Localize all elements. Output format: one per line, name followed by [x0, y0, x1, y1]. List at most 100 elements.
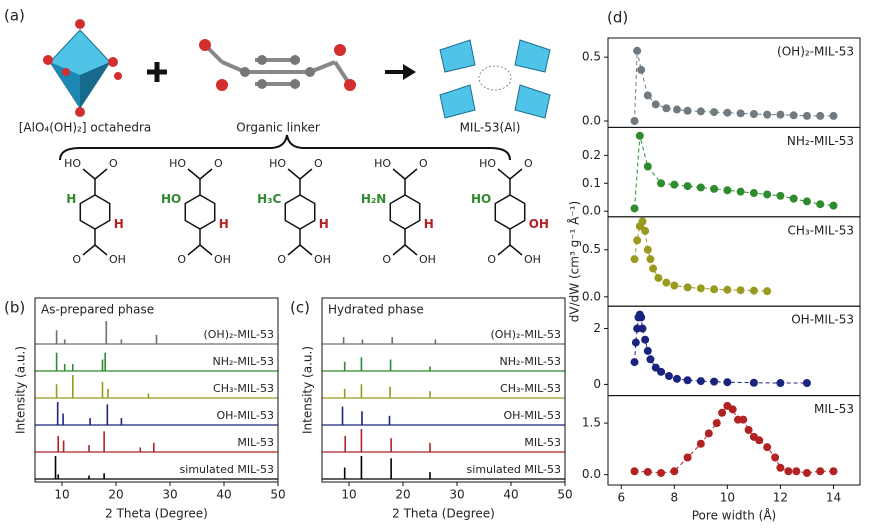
- data-point: [792, 467, 801, 476]
- plot-frame: [34, 297, 279, 483]
- panel-label: (a): [4, 7, 25, 25]
- atom-label: HO: [479, 157, 496, 170]
- y-tick-label: 2: [593, 321, 601, 335]
- series-label: CH₃-MIL-53: [500, 382, 561, 395]
- data-point: [638, 217, 647, 226]
- atom-label: O: [277, 253, 286, 266]
- series-line: [634, 220, 768, 292]
- data-point: [683, 182, 692, 191]
- data-point: [739, 415, 748, 424]
- y-tick-label: 0: [593, 377, 601, 391]
- substituent-right: H: [319, 217, 329, 231]
- x-tick-label: 6: [617, 491, 625, 505]
- x-tick-label: 50: [270, 488, 285, 502]
- data-point: [683, 376, 692, 385]
- data-point: [635, 131, 644, 140]
- data-point: [649, 264, 658, 273]
- series-label: CH₃-MIL-53: [213, 382, 274, 395]
- substituent-right: OH: [529, 217, 549, 231]
- atom-label: O: [524, 157, 533, 170]
- data-point: [789, 111, 798, 120]
- substituent-right: H: [114, 217, 124, 231]
- data-point: [683, 453, 692, 462]
- data-point: [665, 372, 674, 381]
- series-label: OH-MIL-53: [216, 409, 274, 422]
- atom-label: O: [487, 253, 496, 266]
- data-point: [683, 106, 692, 115]
- atom-label: OH: [419, 253, 436, 266]
- data-point: [633, 236, 642, 245]
- data-point: [637, 313, 646, 322]
- data-point: [696, 107, 705, 116]
- data-point: [630, 255, 639, 264]
- subplot-frame: [607, 395, 861, 486]
- bond: [82, 244, 96, 256]
- data-point: [662, 278, 671, 287]
- data-point: [710, 184, 719, 193]
- atom-label: O: [419, 157, 428, 170]
- substituent-left: H₂N: [361, 192, 386, 206]
- bond: [82, 168, 96, 180]
- series-label: MIL-53: [237, 436, 274, 449]
- data-point: [630, 358, 639, 367]
- data-point: [728, 405, 737, 414]
- series-label: NH₂-MIL-53: [499, 355, 561, 368]
- bond: [287, 244, 301, 256]
- data-point: [651, 100, 660, 109]
- bond: [187, 168, 201, 180]
- panel-title: As-prepared phase: [41, 303, 154, 317]
- data-point: [829, 467, 838, 476]
- x-tick-label: 8: [670, 491, 678, 505]
- y-tick-label: 0.0: [582, 114, 601, 128]
- product-label: MIL-53(Al): [460, 121, 521, 135]
- data-point: [672, 105, 681, 114]
- atom-label: O: [382, 253, 391, 266]
- data-point: [696, 377, 705, 386]
- x-tick-label: 10: [341, 488, 356, 502]
- data-point: [670, 467, 679, 476]
- data-point: [723, 285, 732, 294]
- data-point: [643, 162, 652, 171]
- benzene-ring: [284, 194, 316, 230]
- data-point: [670, 281, 679, 290]
- data-point: [736, 286, 745, 295]
- benzene-ring: [389, 194, 421, 230]
- series-label: (OH)₂-MIL-53: [490, 328, 561, 341]
- atom-label: OH: [109, 253, 126, 266]
- x-tick-label: 20: [108, 488, 123, 502]
- x-tick-label: 12: [773, 491, 788, 505]
- x-tick-label: 10: [54, 488, 69, 502]
- bond: [187, 244, 201, 256]
- data-point: [802, 379, 811, 388]
- data-point: [736, 187, 745, 196]
- data-point: [816, 111, 825, 120]
- x-tick-label: 40: [503, 488, 518, 502]
- substituent-left: HO: [161, 192, 181, 206]
- bond: [199, 168, 213, 180]
- series-line: [634, 405, 834, 474]
- data-point: [710, 108, 719, 117]
- data-point: [662, 104, 671, 113]
- data-point: [646, 355, 655, 364]
- data-point: [696, 183, 705, 192]
- data-point: [643, 91, 652, 100]
- data-point: [755, 436, 764, 445]
- y-tick-label: 0.5: [582, 50, 601, 64]
- data-point: [633, 46, 642, 55]
- panel-label: (c): [290, 299, 310, 317]
- y-tick-label: 0.1: [582, 176, 601, 190]
- atom-label: OH: [524, 253, 541, 266]
- benzene-ring: [494, 194, 526, 230]
- data-point: [749, 189, 758, 198]
- node-label: [AlO₄(OH)₂] octahedra: [19, 121, 152, 135]
- data-point: [657, 179, 666, 188]
- y-tick-label: 0.0: [582, 289, 601, 303]
- y-axis-label: Intensity (a.u.): [301, 346, 315, 434]
- bond: [509, 168, 523, 180]
- brace: [59, 134, 511, 161]
- data-point: [802, 468, 811, 477]
- data-point: [723, 378, 732, 387]
- bond: [404, 168, 418, 180]
- substituent-right: H: [219, 217, 229, 231]
- data-point: [744, 425, 753, 434]
